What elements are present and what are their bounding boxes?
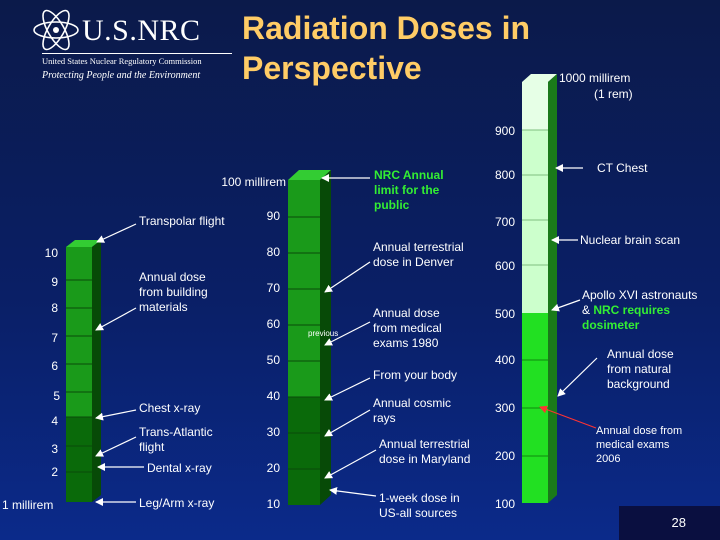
left-tick: 8 [51,301,58,315]
logo-name: U.S.NRC [82,14,201,47]
annotation-medical-exams-1980: Annual dose from medical exams 1980 [373,306,442,350]
annotation-nuclear-brain-scan: Nuclear brain scan [580,233,681,247]
right-tick: 500 [495,307,515,321]
middle-inner-label: previous [308,329,338,338]
right-tick: 600 [495,259,515,273]
left-tick: 3 [51,442,58,456]
annotation-chest-xray: Chest x-ray [139,401,201,415]
annotation-apollo-text: Apollo XVI astronauts [582,288,698,302]
left-bar-side [92,240,101,502]
annotation-transpolar-flight: Transpolar flight [139,214,225,228]
middle-tick: 30 [267,425,281,439]
left-tick: 5 [53,389,60,403]
right-bar-side [548,74,557,503]
left-bar-top [66,240,101,247]
annotation-trans-atlantic-flight: Trans-Atlantic flight [139,425,213,454]
nrc-logo: U.S.NRC United States Nuclear Regulatory… [30,6,232,86]
middle-bar-lower [288,397,320,505]
middle-tick: 60 [267,317,281,331]
logo-tagline: Protecting People and the Environment [42,70,201,81]
left-tick: 2 [51,465,58,479]
left-tick: 4 [51,414,58,428]
right-tick: 800 [495,168,515,182]
right-tick: 700 [495,215,515,229]
annotation-from-your-body: From your body [373,368,458,382]
right-bar-pale-top [522,82,548,130]
middle-tick: 40 [267,389,281,403]
right-top-label-line1: 1000 millirem [559,71,630,85]
right-tick: 400 [495,353,515,367]
logo-subtitle: United States Nuclear Regulatory Commiss… [42,56,202,66]
middle-tick: 90 [267,209,281,223]
middle-tick: 20 [267,461,281,475]
right-tick: 200 [495,449,515,463]
left-dose-bar [66,240,101,502]
atom-icon [33,9,79,51]
right-bar-pale [522,130,548,313]
middle-tick: 50 [267,353,281,367]
middle-tick: 70 [267,281,281,295]
annotation-medical-exams-2006: Annual dose from medical exams 2006 [596,425,683,465]
right-top-label-line2: (1 rem) [594,87,633,101]
middle-bar-side [320,170,331,505]
annotation-dental-xray: Dental x-ray [147,461,212,475]
left-tick: 10 [45,246,59,260]
left-tick: 6 [51,359,58,373]
annotation-terrestrial-maryland: Annual terrestrial dose in Maryland [379,437,471,466]
left-bar-upper [66,247,92,417]
left-tick: 7 [51,331,58,345]
annotation-ct-chest: CT Chest [597,161,648,175]
annotation-apollo-amp: & [582,303,594,317]
right-dose-bar [522,74,557,503]
annotation-natural-background: Annual dose from natural background [607,347,674,391]
right-tick: 300 [495,401,515,415]
annotation-cosmic-rays: Annual cosmic rays [373,396,452,425]
annotation-terrestrial-denver: Annual terrestrial dose in Denver [373,240,464,269]
middle-bar-top [288,170,331,180]
right-tick: 900 [495,124,515,138]
middle-tick: 80 [267,245,281,259]
middle-top-label: 100 millirem [221,175,286,189]
annotation-apollo-nrc-dosimeter: Apollo XVI astronauts & NRC requires dos… [582,288,716,333]
left-tick: 9 [51,275,58,289]
footer-bar [0,506,720,540]
annotation-building-materials: Annual dose from building materials [139,270,208,314]
annotation-nrc-annual-limit: NRC Annual limit for the public [374,168,444,212]
logo-rule [42,53,232,54]
page-number: 28 [671,515,686,530]
annotation-nrc-requires-dosimeter: NRC requires dosimeter [582,303,671,332]
right-bar-top [522,74,557,82]
left-bar-lower [66,417,92,502]
middle-dose-bar [288,170,331,505]
page-title: Radiation Doses in Perspective [242,10,531,86]
